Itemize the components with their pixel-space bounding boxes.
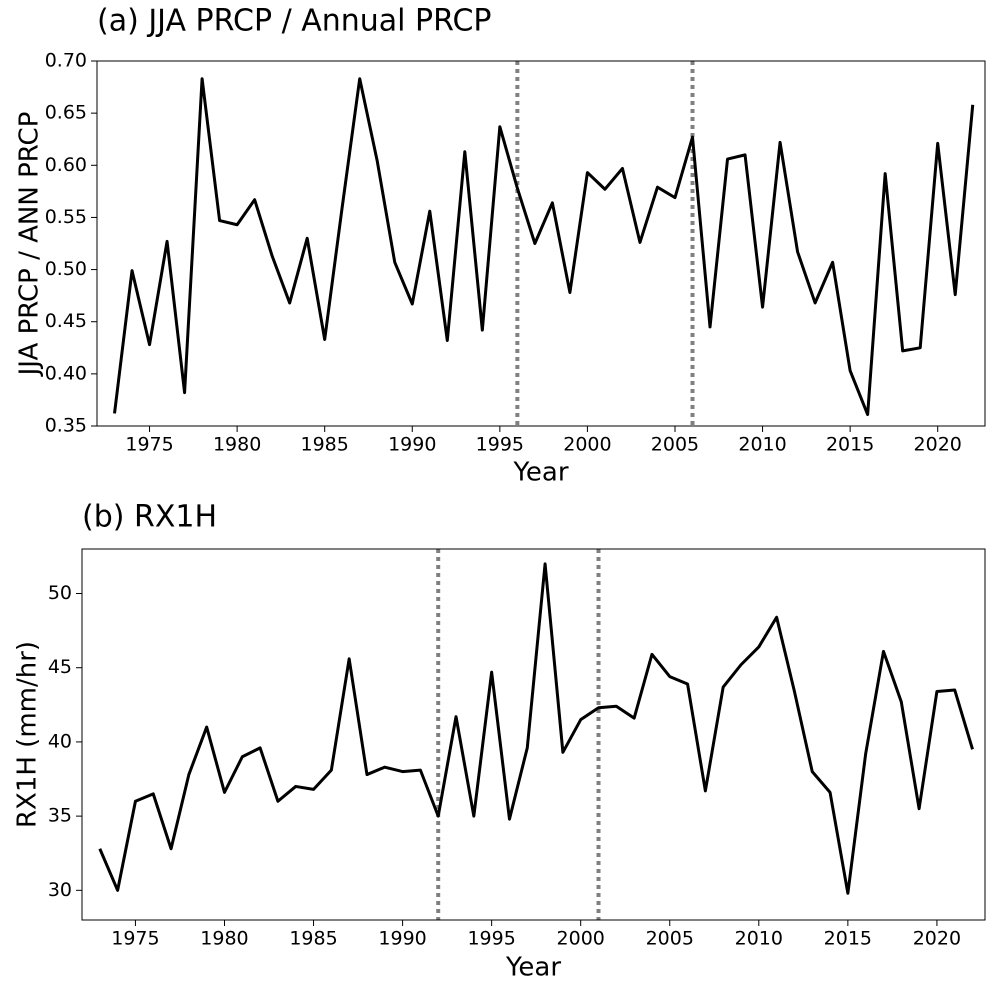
x-tick-label: 2005 [646, 928, 694, 950]
x-tick-label: 2000 [563, 434, 611, 456]
x-tick-label: 2005 [651, 434, 699, 456]
x-tick-label: 2020 [913, 928, 961, 950]
y-tick-label: 0.50 [45, 258, 87, 280]
x-tick-label: 1995 [476, 434, 524, 456]
x-tick-label: 1990 [388, 434, 436, 456]
plot-frame [96, 60, 986, 427]
x-tick-label: 2015 [824, 928, 872, 950]
x-tick-label: 2020 [914, 434, 962, 456]
y-tick-label: 0.55 [45, 206, 87, 228]
chart-title: (a) JJA PRCP / Annual PRCP [97, 4, 492, 39]
x-tick-label: 1995 [467, 928, 515, 950]
y-axis-label: JJA PRCP / ANN PRCP [15, 112, 45, 378]
y-tick-label: 50 [48, 582, 72, 604]
y-tick-label: 30 [48, 879, 72, 901]
y-tick-label: 0.40 [45, 362, 87, 384]
data-line [98, 562, 974, 895]
x-tick-label: 1975 [125, 434, 173, 456]
x-tick-label: 1985 [301, 434, 349, 456]
y-tick-label: 0.45 [45, 310, 87, 332]
x-tick-label: 1980 [200, 928, 248, 950]
x-tick-label: 2000 [557, 928, 605, 950]
y-tick-label: 0.70 [45, 50, 87, 72]
chart-title: (b) RX1H [82, 500, 217, 535]
x-tick-label: 2015 [826, 434, 874, 456]
y-tick-label: 45 [48, 656, 72, 678]
data-line [113, 77, 975, 417]
x-tick-label: 1990 [378, 928, 426, 950]
x-tick-label: 1985 [289, 928, 337, 950]
y-tick-label: 35 [48, 805, 72, 827]
x-tick-label: 1980 [213, 434, 261, 456]
plot-frame [81, 548, 986, 921]
x-tick-label: 2010 [735, 928, 783, 950]
x-tick-label: 1975 [111, 928, 159, 950]
x-axis-label: Year [505, 953, 561, 982]
y-tick-label: 0.65 [45, 102, 87, 124]
y-tick-label: 0.60 [45, 154, 87, 176]
y-tick-label: 0.35 [45, 415, 87, 437]
x-axis-label: Year [512, 458, 568, 488]
x-tick-label: 2010 [738, 434, 786, 456]
y-axis-label: RX1H (mm/hr) [13, 641, 43, 828]
y-tick-label: 40 [48, 730, 72, 752]
